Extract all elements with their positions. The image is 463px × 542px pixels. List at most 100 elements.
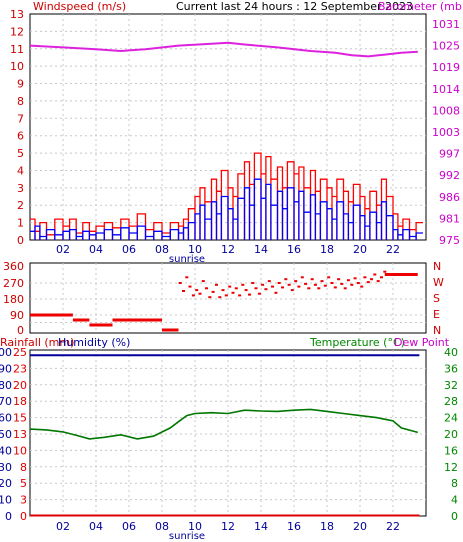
direction-point — [300, 276, 304, 279]
direction-point — [356, 282, 360, 284]
y-tick-label-dir: 270 — [3, 277, 24, 290]
y-tick-label-rain: 10 — [13, 444, 27, 457]
temp-series — [29, 354, 420, 517]
y-tick-label-compass: N — [433, 260, 441, 273]
direction-point — [267, 280, 271, 283]
direction-point — [238, 294, 242, 297]
temperature-series-line — [29, 408, 419, 440]
y-tick-label-dir: 0 — [17, 324, 24, 337]
y-tick-label-baro: 1019 — [432, 61, 460, 74]
direction-point — [380, 276, 383, 279]
direction-point — [343, 287, 347, 290]
y-tick-label-wind: 11 — [10, 43, 24, 56]
direction-point — [198, 292, 202, 295]
direction-point — [231, 291, 235, 294]
y-tick-label-rain: 3 — [20, 494, 27, 507]
y-tick-label-baro: 1008 — [432, 104, 460, 117]
x-tick-label: 04 — [89, 520, 103, 533]
y-tick-label-compass: E — [433, 308, 440, 321]
y-tick-label-rain: 5 — [20, 477, 27, 490]
direction-point — [333, 286, 337, 289]
direction-point — [244, 289, 248, 292]
x-tick-label: 08 — [155, 243, 169, 256]
direction-point — [188, 285, 192, 288]
direction-point — [294, 280, 298, 283]
direction-point — [346, 279, 350, 282]
direction-point — [313, 283, 317, 286]
y-tick-label-wind: 13 — [10, 8, 24, 21]
direction-point — [323, 284, 327, 287]
y-tick-label-baro: 1003 — [432, 126, 460, 139]
direction-point — [191, 294, 195, 297]
direction-point — [327, 276, 331, 279]
x-tick-label: 12 — [221, 520, 235, 533]
direction-point — [307, 287, 311, 290]
direction-point — [373, 273, 377, 276]
direction-point — [274, 291, 278, 294]
y-tick-label-temp: 0 — [451, 510, 458, 523]
direction-point — [228, 285, 232, 288]
y-tick-label-baro: 992 — [439, 169, 460, 182]
y-tick-label-rain: 25 — [13, 346, 27, 359]
x-tick-label: 12 — [221, 243, 235, 256]
y-tick-label-rain: 23 — [13, 362, 27, 375]
y-tick-label-dir: 180 — [3, 293, 24, 306]
direction-point — [360, 285, 364, 288]
y-tick-label-rain: 0 — [20, 510, 27, 523]
direction-point — [304, 282, 308, 285]
baro-axis-title: Barometer (mb) — [378, 0, 463, 13]
y-tick-label-temp: 16 — [444, 444, 458, 457]
direction-point — [185, 276, 189, 279]
humidity-axis-title: Humidity (%) — [58, 336, 130, 349]
y-tick-label-temp: 28 — [444, 395, 458, 408]
pressure-series-line — [29, 41, 418, 58]
direction-point — [201, 280, 205, 283]
x-tick-label: 16 — [287, 243, 301, 256]
direction-point — [290, 289, 294, 292]
y-tick-label-humidity: 30 — [0, 461, 12, 474]
y-tick-label-temp: 12 — [444, 461, 458, 474]
y-tick-label-temp: 36 — [444, 362, 458, 375]
y-tick-label-baro: 986 — [439, 191, 460, 204]
y-tick-label-temp: 8 — [451, 477, 458, 490]
direction-point — [257, 292, 261, 295]
x-tick-label: 18 — [320, 520, 334, 533]
y-tick-label-compass: N — [433, 324, 441, 337]
y-tick-label-wind: 3 — [17, 182, 24, 195]
y-tick-label-humidity: 0 — [5, 510, 12, 523]
direction-point — [310, 278, 314, 281]
y-tick-label-humidity: 70 — [0, 395, 12, 408]
x-tick-label: 14 — [254, 520, 268, 533]
direction-point — [330, 282, 334, 284]
y-tick-label-wind: 0 — [17, 234, 24, 247]
y-tick-label-wind: 10 — [10, 60, 24, 73]
direction-point — [215, 283, 218, 286]
direction-point — [251, 282, 255, 284]
y-tick-label-humidity: 20 — [0, 477, 12, 490]
direction-point — [340, 282, 344, 285]
x-tick-label: 20 — [353, 520, 367, 533]
direction-grid — [30, 263, 426, 333]
x-tick-label: 10 — [188, 520, 202, 533]
direction-point — [224, 294, 228, 297]
x-tick-label: 22 — [386, 243, 400, 256]
x-tick-label: 04 — [89, 243, 103, 256]
temp-panel-frame — [29, 349, 427, 517]
y-tick-label-humidity: 50 — [0, 428, 12, 441]
direction-point — [218, 296, 222, 299]
y-tick-label-humidity: 80 — [0, 379, 12, 392]
sunrise-label-top: sunrise — [169, 254, 205, 265]
direction-point — [208, 296, 212, 299]
y-tick-label-baro: 981 — [439, 212, 460, 225]
y-tick-label-temp: 4 — [451, 494, 458, 507]
direction-point — [234, 287, 238, 290]
y-tick-label-rain: 15 — [13, 412, 27, 425]
direction-point — [241, 283, 245, 286]
y-tick-label-humidity: 100 — [0, 346, 12, 359]
wind-series-line — [30, 178, 423, 240]
y-tick-label-compass: S — [433, 292, 440, 305]
direction-point — [297, 285, 301, 288]
direction-point — [261, 283, 265, 286]
y-tick-label-wind: 4 — [17, 164, 24, 177]
direction-point — [182, 290, 185, 292]
